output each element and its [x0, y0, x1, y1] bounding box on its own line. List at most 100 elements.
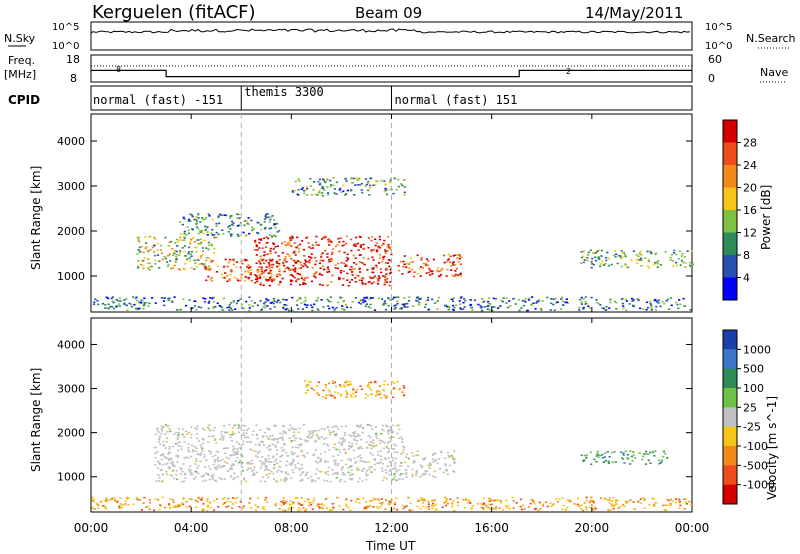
heatmap-cell-1165	[647, 459, 650, 462]
heatmap-cell-1633	[537, 509, 540, 512]
heatmap-cell-1182	[625, 266, 628, 268]
heatmap-cell-1006	[308, 384, 311, 387]
heatmap-cell-684	[377, 280, 380, 283]
heatmap-cell-847	[267, 476, 270, 478]
heatmap-cell-844	[227, 231, 230, 233]
colorbar-tick-label-3: 25	[743, 401, 757, 414]
heatmap-cell-227	[341, 467, 344, 469]
heatmap-cell-178	[212, 474, 215, 476]
heatmap-cell-139	[136, 253, 139, 255]
heatmap-cell-776	[176, 478, 179, 481]
heatmap-cell-1050	[303, 192, 306, 195]
heatmap-cell-1703	[678, 299, 681, 301]
heatmap-cell-351	[177, 436, 180, 439]
heatmap-cell-651	[292, 259, 295, 262]
heatmap-cell-781	[409, 257, 413, 259]
heatmap-cell-1100	[599, 265, 602, 268]
heatmap-cell-1670	[431, 507, 434, 510]
heatmap-cell-209	[280, 447, 283, 449]
heatmap-cell-51	[201, 250, 205, 252]
heatmap-cell-690	[374, 238, 377, 240]
heatmap-cell-867	[387, 429, 390, 431]
heatmap-cell-520	[327, 466, 330, 469]
heatmap-cell-942	[191, 228, 194, 231]
heatmap-cell-593	[369, 452, 372, 454]
heatmap-cell-436	[384, 252, 387, 254]
heatmap-cell-249	[309, 437, 312, 439]
heatmap-cell-490	[230, 464, 233, 467]
heatmap-cell-718	[324, 235, 327, 238]
heatmap-cell-864	[189, 213, 192, 216]
heatmap-cell-869	[243, 224, 246, 227]
heatmap-cell-1167	[653, 263, 656, 266]
heatmap-cell-315	[396, 451, 399, 454]
heatmap-cell-1258	[304, 509, 307, 512]
heatmap-cell-678	[401, 472, 404, 475]
heatmap-cell-1536	[487, 506, 490, 509]
heatmap-cell-1209	[609, 509, 612, 511]
heatmap-cell-241	[320, 436, 323, 438]
heatmap-cell-1217	[335, 306, 338, 309]
heatmap-cell-566	[373, 275, 376, 278]
heatmap-cell-194	[281, 277, 284, 280]
heatmap-cell-1327	[491, 309, 494, 312]
heatmap-cell-389	[350, 249, 353, 252]
colorbar-swatch-7	[723, 465, 737, 486]
heatmap-cell-1512	[148, 302, 151, 305]
heatmap-cell-624	[389, 281, 392, 283]
heatmap-cell-1712	[632, 298, 635, 301]
heatmap-cell-1470	[645, 308, 648, 311]
heatmap-cell-618	[379, 256, 382, 259]
heatmap-cell-342	[293, 439, 296, 442]
heatmap-cell-1411	[622, 305, 625, 307]
heatmap-cell-1030	[304, 392, 307, 394]
heatmap-cell-1234	[148, 502, 152, 504]
heatmap-cell-1205	[691, 263, 694, 265]
heatmap-cell-1601	[625, 500, 628, 503]
heatmap-cell-262	[226, 275, 229, 277]
heatmap-cell-1205	[467, 499, 471, 501]
heatmap-cell-738	[411, 268, 414, 271]
heatmap-cell-48	[239, 459, 242, 462]
heatmap-cell-1578	[222, 498, 225, 500]
heatmap-cell-961	[411, 473, 414, 476]
heatmap-cell-1353	[538, 501, 541, 504]
heatmap-cell-714	[196, 425, 199, 428]
heatmap-cell-1144	[619, 257, 623, 259]
heatmap-cell-205	[303, 262, 306, 265]
heatmap-cell-81	[243, 434, 246, 437]
heatmap-cell-351	[339, 237, 343, 239]
heatmap-cell-1468	[305, 306, 308, 309]
heatmap-cell-765	[323, 428, 326, 431]
heatmap-cell-122	[197, 242, 200, 245]
heatmap-cell-413	[299, 479, 302, 482]
heatmap-cell-1500	[380, 504, 383, 506]
heatmap-cell-446	[361, 281, 364, 284]
heatmap-cell-1204	[690, 250, 693, 252]
heatmap-cell-691	[354, 277, 357, 279]
heatmap-cell-1076	[358, 177, 361, 180]
heatmap-cell-1260	[281, 509, 284, 512]
heatmap-cell-1686	[237, 300, 240, 302]
heatmap-cell-571	[295, 280, 298, 283]
heatmap-cell-1559	[674, 501, 677, 504]
colorbar-tick-label-3: 16	[743, 204, 757, 217]
heatmap-cell-298	[230, 269, 233, 271]
heatmap-cell-348	[237, 424, 240, 427]
heatmap-cell-556	[215, 450, 218, 453]
heatmap-cell-59	[153, 254, 157, 257]
heatmap-cell-1336	[103, 505, 106, 507]
heatmap-cell-1344	[669, 498, 672, 501]
heatmap-cell-1617	[550, 505, 553, 507]
heatmap-cell-235	[268, 263, 271, 266]
heatmap-cell-1030	[306, 187, 309, 190]
heatmap-cell-1119	[604, 460, 607, 462]
heatmap-cell-1600	[320, 299, 323, 301]
heatmap-cell-587	[173, 477, 176, 480]
heatmap-cell-1148	[686, 250, 689, 252]
heatmap-cell-1323	[657, 302, 660, 304]
heatmap-cell-314	[276, 275, 279, 278]
heatmap-cell-81	[161, 258, 164, 261]
heatmap-cell-618	[395, 469, 398, 471]
